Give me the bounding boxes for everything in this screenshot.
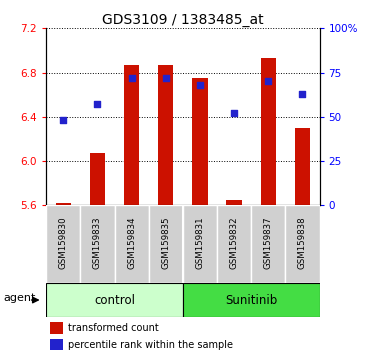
Text: GSM159833: GSM159833	[93, 216, 102, 269]
Point	[163, 75, 169, 81]
Bar	[226, 200, 242, 205]
Text: GSM159837: GSM159837	[264, 216, 273, 269]
Point	[60, 118, 66, 123]
Bar	[115, 205, 149, 283]
Bar	[183, 283, 320, 317]
Bar	[295, 128, 310, 205]
Text: transformed count: transformed count	[68, 323, 159, 333]
Text: GSM159832: GSM159832	[229, 216, 239, 269]
Point	[300, 91, 306, 97]
Text: GSM159830: GSM159830	[59, 216, 68, 269]
Bar	[217, 205, 251, 283]
Text: GSM159835: GSM159835	[161, 216, 170, 269]
Bar	[46, 283, 183, 317]
Point	[197, 82, 203, 88]
Point	[94, 102, 100, 107]
Bar	[80, 205, 115, 283]
Bar	[124, 65, 139, 205]
Bar	[55, 203, 71, 205]
Point	[231, 110, 237, 116]
Bar	[251, 205, 285, 283]
Text: Sunitinib: Sunitinib	[225, 293, 277, 307]
Bar	[90, 153, 105, 205]
Text: GSM159831: GSM159831	[196, 216, 204, 269]
Bar	[183, 205, 217, 283]
Bar	[158, 65, 174, 205]
Text: percentile rank within the sample: percentile rank within the sample	[68, 340, 233, 350]
Text: agent: agent	[4, 293, 36, 303]
Bar	[192, 78, 208, 205]
Text: GSM159838: GSM159838	[298, 216, 307, 269]
Bar	[285, 205, 320, 283]
Title: GDS3109 / 1383485_at: GDS3109 / 1383485_at	[102, 13, 264, 27]
Bar	[50, 322, 63, 334]
Bar	[46, 205, 80, 283]
Text: GSM159834: GSM159834	[127, 216, 136, 269]
Point	[265, 79, 271, 84]
Text: control: control	[94, 293, 135, 307]
Point	[129, 75, 135, 81]
Bar	[261, 58, 276, 205]
Bar	[50, 339, 63, 350]
Bar	[149, 205, 183, 283]
